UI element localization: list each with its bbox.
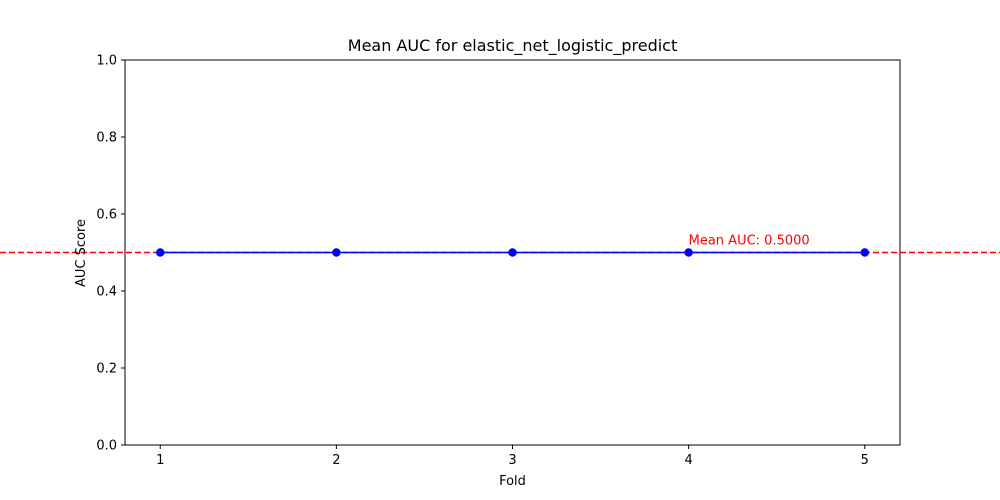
mean-auc-annotation: Mean AUC: 0.5000 xyxy=(689,234,810,249)
x-tick-label: 2 xyxy=(332,453,340,468)
y-tick-label: 0.4 xyxy=(96,285,117,300)
x-tick-label: 5 xyxy=(861,453,869,468)
auc-point xyxy=(684,248,693,257)
y-tick-label: 1.0 xyxy=(96,54,117,69)
plot-area: 0.0 0.2 0.4 0.6 0.8 1.0 1 2 3 4 5 Mean AUC: 0.5000 xyxy=(0,54,1000,468)
y-axis-label: AUC Score xyxy=(74,219,89,287)
y-tick-label: 0.6 xyxy=(96,208,117,223)
x-axis-label: Fold xyxy=(499,474,526,489)
auc-point xyxy=(332,248,341,257)
auc-point xyxy=(156,248,165,257)
y-tick-label: 0.0 xyxy=(96,439,117,454)
y-tick-label: 0.8 xyxy=(96,131,117,146)
x-tick-label: 4 xyxy=(684,453,692,468)
x-tick-label: 1 xyxy=(156,453,164,468)
auc-point xyxy=(508,248,517,257)
auc-point xyxy=(860,248,869,257)
y-tick-label: 0.2 xyxy=(96,362,117,377)
chart-title: Mean AUC for elastic_net_logistic_predic… xyxy=(348,36,677,56)
x-tick-label: 3 xyxy=(508,453,516,468)
